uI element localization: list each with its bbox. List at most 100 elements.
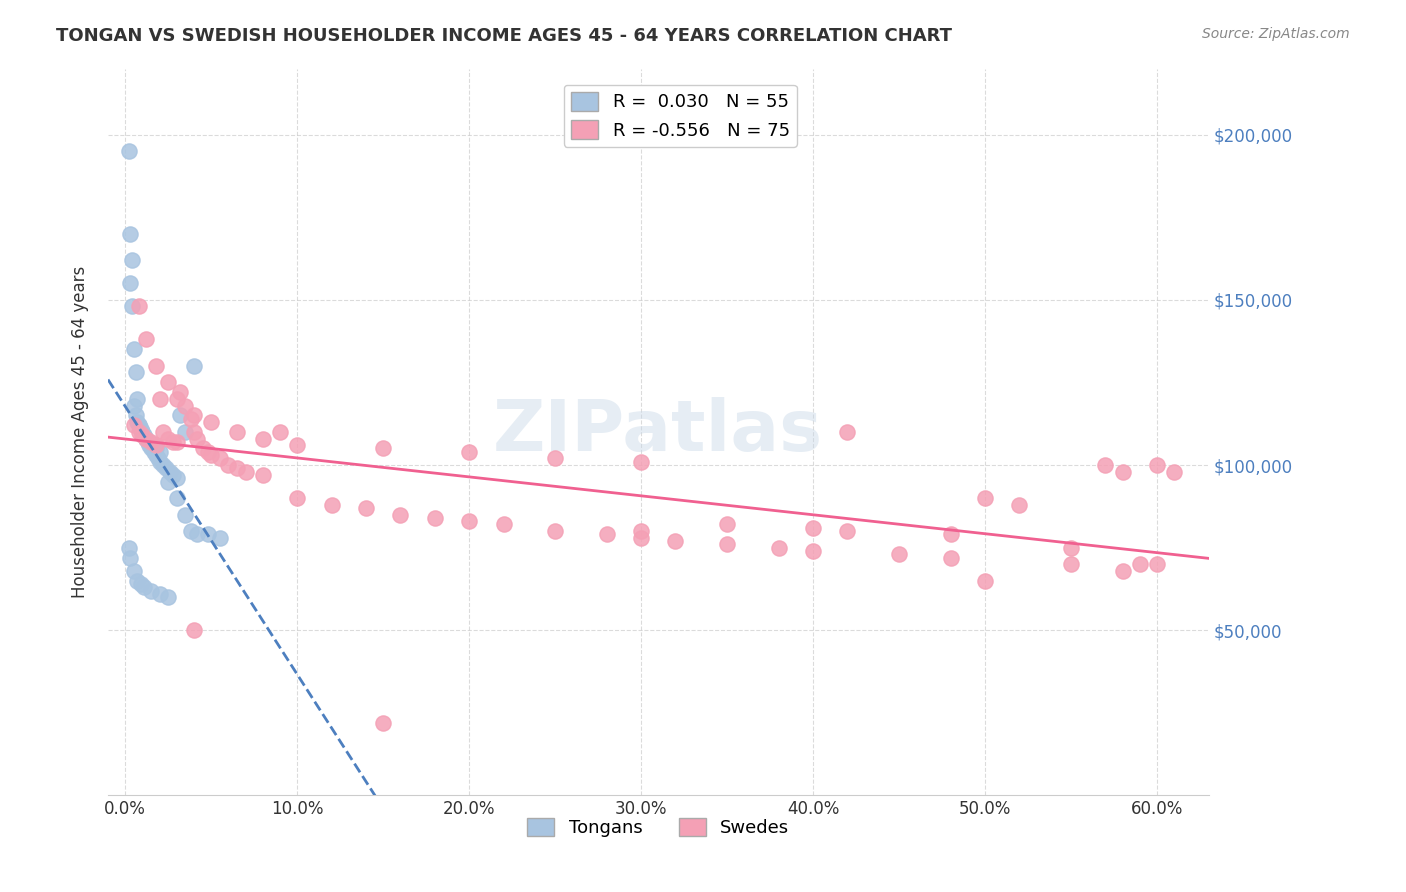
Point [152, 425, 174, 439]
Point [122, 399, 145, 413]
Point [162, 467, 184, 482]
Point [129, 422, 152, 436]
Point [127, 392, 149, 406]
Point [121, 253, 143, 268]
Point [1060, 541, 1083, 555]
Point [157, 590, 180, 604]
Point [135, 333, 157, 347]
Point [135, 432, 157, 446]
Point [132, 580, 155, 594]
Point [169, 409, 191, 423]
Point [1129, 557, 1152, 571]
Point [145, 442, 167, 456]
Point [373, 715, 395, 730]
Point [145, 448, 167, 462]
Point [157, 432, 180, 446]
Point [131, 425, 153, 439]
Point [389, 508, 412, 522]
Point [1146, 557, 1168, 571]
Point [129, 577, 152, 591]
Text: ZIPatlas: ZIPatlas [494, 398, 824, 467]
Point [974, 491, 997, 505]
Point [136, 434, 159, 449]
Point [1008, 498, 1031, 512]
Point [630, 455, 652, 469]
Point [120, 227, 142, 241]
Point [887, 547, 910, 561]
Point [1111, 564, 1133, 578]
Point [138, 434, 160, 449]
Point [166, 491, 188, 505]
Point [208, 451, 231, 466]
Point [197, 527, 219, 541]
Point [801, 544, 824, 558]
Point [121, 300, 143, 314]
Point [148, 455, 170, 469]
Point [191, 442, 214, 456]
Point [186, 527, 208, 541]
Point [423, 511, 446, 525]
Point [1163, 465, 1185, 479]
Point [142, 438, 165, 452]
Point [174, 425, 197, 439]
Point [127, 415, 149, 429]
Point [166, 434, 188, 449]
Point [128, 425, 150, 439]
Point [122, 564, 145, 578]
Point [321, 498, 343, 512]
Point [939, 550, 962, 565]
Point [183, 359, 205, 373]
Point [174, 508, 197, 522]
Point [131, 425, 153, 439]
Point [235, 465, 257, 479]
Point [1146, 458, 1168, 472]
Point [117, 144, 139, 158]
Point [200, 448, 222, 462]
Point [458, 444, 481, 458]
Point [135, 432, 157, 446]
Point [217, 458, 239, 472]
Point [128, 300, 150, 314]
Point [974, 574, 997, 588]
Point [544, 451, 567, 466]
Point [492, 517, 515, 532]
Point [197, 444, 219, 458]
Point [120, 277, 142, 291]
Point [162, 434, 184, 449]
Point [183, 624, 205, 638]
Point [122, 418, 145, 433]
Y-axis label: Householder Income Ages 45 - 64 years: Householder Income Ages 45 - 64 years [72, 266, 89, 598]
Text: TONGAN VS SWEDISH HOUSEHOLDER INCOME AGES 45 - 64 YEARS CORRELATION CHART: TONGAN VS SWEDISH HOUSEHOLDER INCOME AGE… [56, 27, 952, 45]
Point [664, 533, 686, 548]
Point [143, 444, 166, 458]
Point [166, 392, 188, 406]
Point [716, 517, 738, 532]
Point [183, 425, 205, 439]
Point [155, 461, 177, 475]
Point [139, 434, 162, 449]
Point [135, 432, 157, 446]
Point [226, 461, 249, 475]
Point [801, 521, 824, 535]
Point [1111, 465, 1133, 479]
Point [148, 444, 170, 458]
Point [146, 451, 169, 466]
Legend: Tongans, Swedes: Tongans, Swedes [520, 811, 797, 845]
Point [169, 385, 191, 400]
Point [373, 442, 395, 456]
Point [716, 537, 738, 551]
Point [252, 467, 274, 482]
Point [1094, 458, 1116, 472]
Point [186, 432, 208, 446]
Point [122, 343, 145, 357]
Point [139, 583, 162, 598]
Point [145, 359, 167, 373]
Point [596, 527, 619, 541]
Point [148, 587, 170, 601]
Point [142, 442, 165, 456]
Point [208, 531, 231, 545]
Point [152, 458, 174, 472]
Point [159, 465, 181, 479]
Point [939, 527, 962, 541]
Point [180, 411, 202, 425]
